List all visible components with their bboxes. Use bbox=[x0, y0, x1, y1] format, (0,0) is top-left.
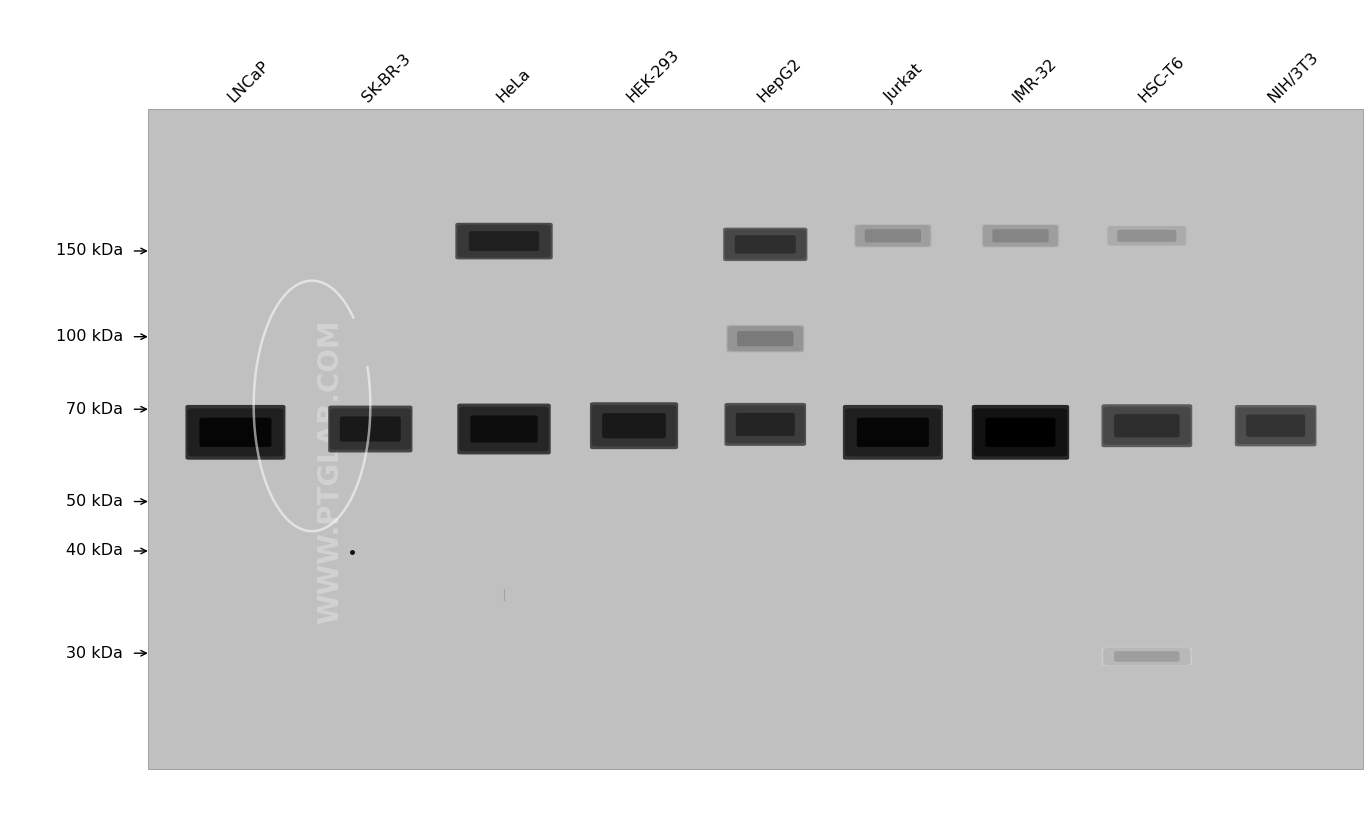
Bar bbox=[148, 109, 1363, 769]
Text: SK-BR-3: SK-BR-3 bbox=[360, 51, 414, 105]
FancyBboxPatch shape bbox=[971, 405, 1069, 459]
FancyBboxPatch shape bbox=[992, 229, 1048, 243]
FancyBboxPatch shape bbox=[458, 225, 551, 257]
FancyBboxPatch shape bbox=[1234, 405, 1317, 446]
Text: Jurkat: Jurkat bbox=[882, 61, 926, 105]
Text: HepG2: HepG2 bbox=[755, 55, 804, 105]
FancyBboxPatch shape bbox=[459, 407, 549, 451]
FancyBboxPatch shape bbox=[726, 325, 804, 352]
FancyBboxPatch shape bbox=[188, 408, 284, 456]
FancyBboxPatch shape bbox=[455, 223, 552, 260]
FancyBboxPatch shape bbox=[856, 417, 929, 447]
FancyBboxPatch shape bbox=[736, 412, 795, 436]
FancyBboxPatch shape bbox=[1106, 225, 1188, 246]
FancyBboxPatch shape bbox=[592, 405, 677, 446]
FancyBboxPatch shape bbox=[340, 417, 401, 442]
Text: WWW.PTGLAB.COM: WWW.PTGLAB.COM bbox=[316, 319, 344, 624]
FancyBboxPatch shape bbox=[982, 224, 1059, 247]
Text: LNCaP: LNCaP bbox=[225, 58, 273, 105]
FancyBboxPatch shape bbox=[458, 403, 551, 454]
FancyBboxPatch shape bbox=[985, 417, 1055, 447]
FancyBboxPatch shape bbox=[590, 402, 678, 449]
FancyBboxPatch shape bbox=[855, 225, 930, 247]
FancyBboxPatch shape bbox=[726, 406, 804, 444]
FancyBboxPatch shape bbox=[1107, 226, 1186, 245]
FancyBboxPatch shape bbox=[470, 416, 537, 443]
Text: HeLa: HeLa bbox=[493, 66, 533, 105]
FancyBboxPatch shape bbox=[854, 224, 932, 247]
FancyBboxPatch shape bbox=[1236, 407, 1315, 444]
FancyBboxPatch shape bbox=[603, 413, 666, 438]
FancyBboxPatch shape bbox=[1247, 414, 1306, 437]
FancyBboxPatch shape bbox=[330, 408, 411, 449]
FancyBboxPatch shape bbox=[329, 406, 412, 453]
Text: 70 kDa: 70 kDa bbox=[66, 402, 123, 417]
FancyBboxPatch shape bbox=[843, 405, 943, 459]
FancyBboxPatch shape bbox=[185, 405, 285, 459]
FancyBboxPatch shape bbox=[1118, 230, 1177, 242]
Text: NIH/3T3: NIH/3T3 bbox=[1265, 49, 1321, 105]
FancyBboxPatch shape bbox=[974, 408, 1067, 456]
Text: HSC-T6: HSC-T6 bbox=[1136, 54, 1188, 105]
FancyBboxPatch shape bbox=[1103, 648, 1191, 665]
Text: IMR-32: IMR-32 bbox=[1010, 55, 1059, 105]
FancyBboxPatch shape bbox=[734, 235, 796, 254]
FancyBboxPatch shape bbox=[1101, 404, 1192, 447]
FancyBboxPatch shape bbox=[200, 417, 271, 447]
FancyBboxPatch shape bbox=[1114, 651, 1180, 662]
FancyBboxPatch shape bbox=[469, 231, 538, 251]
FancyBboxPatch shape bbox=[727, 326, 803, 351]
FancyBboxPatch shape bbox=[1114, 414, 1180, 438]
Text: 40 kDa: 40 kDa bbox=[66, 543, 123, 559]
FancyBboxPatch shape bbox=[725, 403, 806, 446]
FancyBboxPatch shape bbox=[1101, 648, 1192, 665]
FancyBboxPatch shape bbox=[723, 228, 807, 261]
FancyBboxPatch shape bbox=[737, 331, 793, 346]
Text: 50 kDa: 50 kDa bbox=[66, 494, 123, 509]
Text: HEK-293: HEK-293 bbox=[623, 47, 681, 105]
FancyBboxPatch shape bbox=[845, 408, 941, 456]
FancyBboxPatch shape bbox=[982, 225, 1058, 247]
Text: 150 kDa: 150 kDa bbox=[56, 244, 123, 259]
Text: 30 kDa: 30 kDa bbox=[66, 646, 123, 661]
FancyBboxPatch shape bbox=[725, 229, 806, 260]
FancyBboxPatch shape bbox=[1103, 407, 1191, 444]
FancyBboxPatch shape bbox=[864, 229, 921, 243]
Text: 100 kDa: 100 kDa bbox=[56, 329, 123, 344]
